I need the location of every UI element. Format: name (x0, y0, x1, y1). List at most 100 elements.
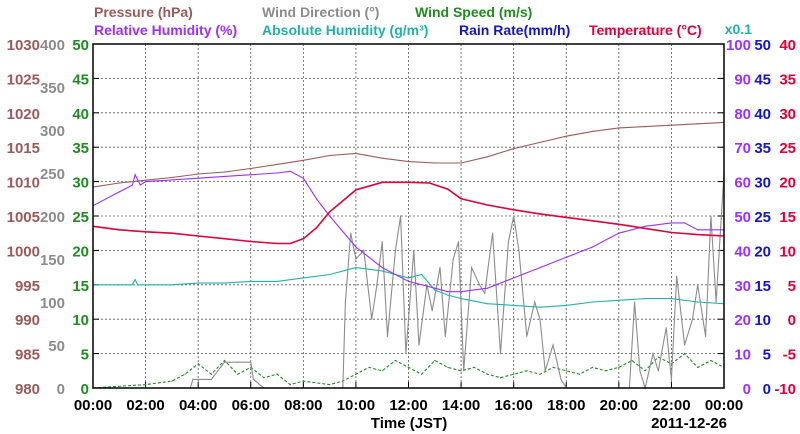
wind_speed-tick-label: 15 (72, 278, 89, 295)
data-point (428, 182, 431, 184)
wind_direction-tick-label: 50 (48, 338, 65, 355)
data-point (394, 249, 396, 251)
data-point (513, 215, 515, 217)
data-point (407, 280, 410, 282)
x-tick-label: 10:00 (337, 397, 375, 414)
data-point (715, 301, 717, 303)
data-point (670, 222, 673, 224)
data-point (434, 287, 436, 289)
data-point (315, 227, 318, 229)
data-point (329, 384, 331, 386)
data-point (634, 301, 636, 303)
relative_humidity-tick-label: 100 (726, 37, 751, 54)
wind_speed-tick-label: 0 (81, 381, 89, 398)
data-point (460, 162, 462, 164)
data-point (670, 298, 673, 300)
data-point (363, 249, 365, 251)
data-point (418, 344, 420, 346)
relative_humidity-tick-label: 40 (734, 243, 751, 260)
series-pressure (92, 121, 725, 188)
data-point (539, 306, 541, 308)
wind_speed-tick-label: 50 (72, 37, 89, 54)
data-point (539, 318, 541, 320)
data-point (684, 344, 686, 346)
rain_rate-tick-label: 15 (754, 278, 771, 295)
data-point (171, 179, 173, 181)
relative_humidity-tick-label: 50 (734, 209, 751, 226)
data-point (237, 361, 239, 363)
data-point (355, 267, 357, 269)
x-axis: 00:00 02:00 04:00 06:00 08:00 10:00 12:00 14:00… (74, 382, 743, 414)
pressure-tick-label: 1015 (7, 140, 40, 157)
pressure-tick-label: 1000 (7, 243, 40, 260)
data-point (539, 141, 541, 143)
pressure-tick-label: 1030 (7, 37, 40, 54)
data-point (565, 216, 567, 218)
left-axes: 9809859909951000100510101015102010251030… (7, 37, 99, 398)
data-point (400, 215, 402, 217)
data-point (105, 198, 107, 200)
rain_rate-tick-label: 35 (754, 140, 771, 157)
data-point (697, 234, 699, 236)
data-point (381, 157, 383, 159)
relative_humidity-tick-label: 90 (734, 71, 751, 88)
data-point (223, 171, 226, 173)
data-point (421, 273, 423, 276)
data-point (302, 238, 304, 240)
relative_humidity-tick-label: 0 (743, 381, 751, 398)
chart-titles: Pressure (hPa) Wind Direction (°) Wind Spe… (94, 4, 702, 38)
wind_direction-tick-label: 400 (40, 37, 65, 54)
data-point (644, 298, 646, 300)
data-point (447, 294, 449, 296)
data-point (518, 249, 520, 251)
data-point (460, 291, 462, 293)
data-point (394, 359, 396, 362)
temperature-tick-label: 0 (788, 312, 796, 329)
data-point (513, 148, 515, 150)
pressure-tick-label: 1020 (7, 106, 40, 123)
data-point (657, 356, 659, 358)
data-point (457, 241, 460, 243)
temperature-tick-label: 25 (779, 140, 796, 157)
data-point (381, 181, 383, 183)
data-point (507, 241, 509, 243)
wind_speed-tick-label: 40 (72, 106, 89, 123)
data-point (371, 318, 373, 320)
data-point (263, 377, 265, 379)
relative_humidity-tick-label: 20 (734, 312, 751, 329)
data-point (697, 229, 699, 231)
data-point (381, 241, 383, 243)
data-point (560, 378, 562, 380)
data-point (652, 353, 654, 355)
rain_rate-tick-label: 40 (754, 106, 771, 123)
data-point (631, 359, 633, 362)
data-point (439, 267, 441, 269)
relative_humidity-tick-label: 70 (734, 140, 751, 157)
data-point (644, 126, 646, 128)
data-point (118, 229, 120, 231)
data-point (499, 353, 502, 355)
data-point (473, 366, 475, 368)
data-point (350, 232, 352, 234)
relative_humidity-tick-label: 10 (734, 347, 751, 364)
data-point (386, 335, 389, 337)
data-point (670, 378, 673, 380)
data-point (486, 303, 488, 305)
wind_speed-tick-label: 5 (81, 347, 89, 364)
data-point (463, 370, 465, 372)
temperature-tick-label: 20 (779, 175, 796, 192)
pressure-tick-label: 995 (15, 278, 40, 295)
wind_direction-tick-label: 150 (40, 252, 65, 269)
data-point (302, 177, 304, 179)
data-point (447, 291, 449, 293)
data-point (471, 267, 473, 269)
data-point (355, 152, 357, 154)
data-point (223, 282, 226, 284)
data-point (171, 176, 173, 179)
data-point (276, 163, 278, 165)
data-point (492, 232, 494, 234)
chart-title-5: Rain Rate(mm/h) (459, 22, 570, 38)
data-point (223, 238, 226, 240)
data-point (605, 370, 607, 372)
plot-grid (93, 44, 724, 388)
